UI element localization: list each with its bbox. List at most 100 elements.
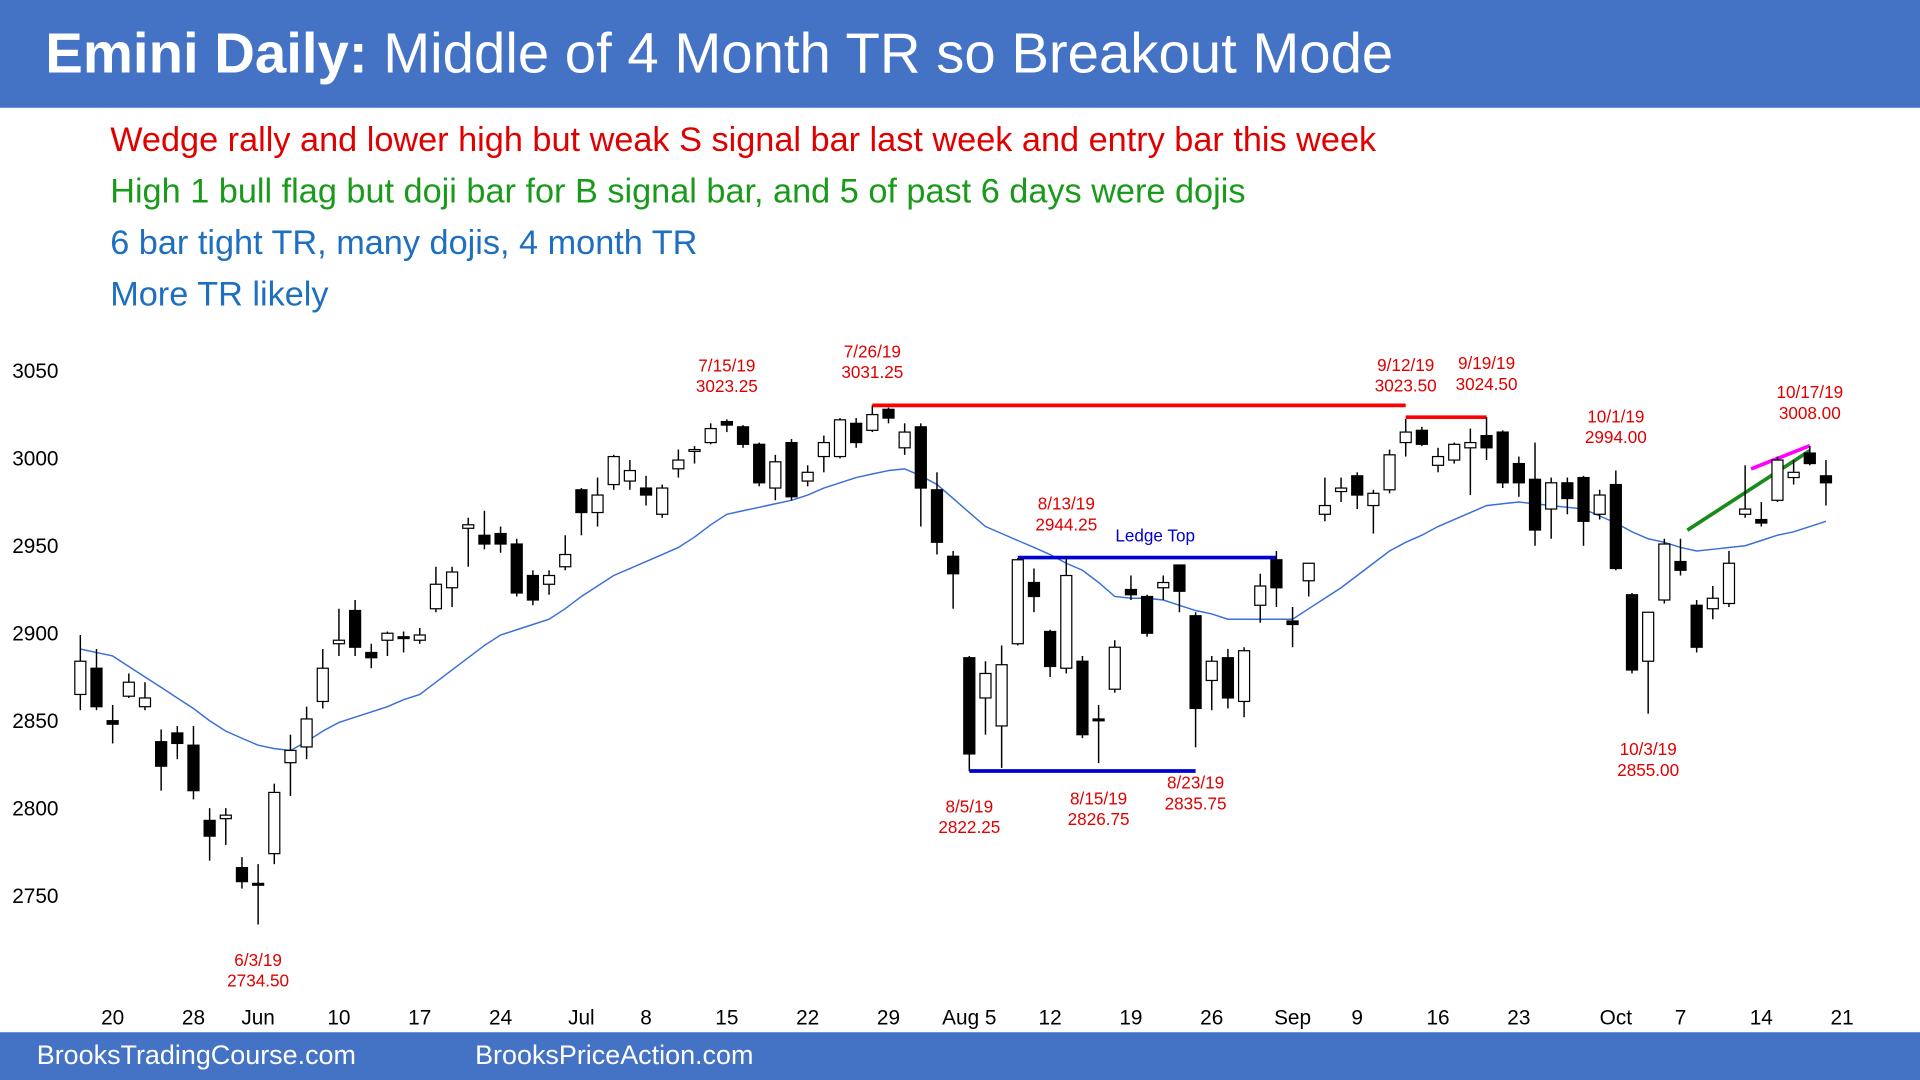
x-tick-label: 19 bbox=[1119, 1006, 1142, 1029]
candle-body bbox=[235, 867, 249, 883]
candle-body bbox=[930, 489, 944, 543]
annotation-date: 8/15/19 bbox=[1070, 788, 1127, 808]
candle-body bbox=[1545, 482, 1558, 510]
header-title: Emini Daily: Middle of 4 Month TR so Bre… bbox=[45, 21, 1393, 84]
candle-body bbox=[995, 664, 1008, 727]
note: More TR likely bbox=[110, 275, 329, 313]
title-rest: Middle of 4 Month TR so Breakout Mode bbox=[383, 21, 1393, 84]
footer-link: BrooksTradingCourse.com bbox=[37, 1040, 356, 1070]
candle-body bbox=[122, 681, 135, 697]
candle-body bbox=[639, 487, 653, 496]
candle-body bbox=[736, 426, 750, 445]
x-tick-label: 20 bbox=[101, 1006, 124, 1029]
candle-body bbox=[526, 574, 540, 601]
note: High 1 bull flag but doji bar for B sign… bbox=[110, 173, 1245, 211]
y-tick-label: 2950 bbox=[12, 535, 58, 558]
note: 6 bar tight TR, many dojis, 4 month TR bbox=[110, 224, 697, 262]
annotation-price: 3023.50 bbox=[1375, 376, 1437, 396]
annotation-date: 8/13/19 bbox=[1038, 493, 1095, 513]
footer-link: BrooksPriceAction.com bbox=[475, 1040, 753, 1070]
candle-body bbox=[1173, 564, 1186, 592]
candle-body bbox=[1431, 455, 1445, 466]
candle-body bbox=[1205, 660, 1218, 682]
annotation-price: 2822.25 bbox=[938, 817, 1000, 837]
y-tick-label: 3000 bbox=[12, 448, 58, 471]
candle-body bbox=[365, 651, 378, 659]
candle-body bbox=[801, 471, 814, 482]
candle-body bbox=[332, 639, 346, 645]
candle-body bbox=[429, 583, 443, 610]
candle-body bbox=[542, 574, 556, 585]
annotation-price: 3008.00 bbox=[1779, 403, 1841, 423]
candle-body bbox=[1221, 657, 1235, 699]
candle-body bbox=[316, 667, 329, 703]
candle-body bbox=[1270, 559, 1283, 589]
annotation-price: 2835.75 bbox=[1165, 793, 1227, 813]
annotation-price: 2944.25 bbox=[1035, 514, 1097, 534]
candle-body bbox=[494, 532, 507, 545]
candle-body bbox=[947, 555, 960, 575]
candle-body bbox=[914, 426, 927, 489]
title-bold: Emini Daily: bbox=[45, 21, 367, 84]
candle-body bbox=[1318, 504, 1332, 515]
candle-body bbox=[575, 489, 588, 514]
trend-line bbox=[1750, 444, 1811, 471]
header-bar bbox=[0, 0, 1920, 108]
annotation-date: 9/12/19 bbox=[1377, 355, 1434, 375]
candle-body bbox=[882, 408, 895, 419]
x-tick-label: 7 bbox=[1675, 1006, 1687, 1029]
candle-body bbox=[171, 732, 184, 745]
candle-body bbox=[704, 427, 717, 444]
candle-body bbox=[462, 524, 475, 529]
candle-body bbox=[1092, 718, 1105, 722]
candle-body bbox=[252, 882, 265, 886]
candle-body bbox=[1302, 562, 1315, 582]
annotation-date: 6/3/19 bbox=[234, 950, 282, 970]
x-tick-label: Oct bbox=[1600, 1006, 1633, 1029]
x-tick-label: 9 bbox=[1351, 1006, 1363, 1029]
candle-body bbox=[1237, 650, 1251, 703]
candle-body bbox=[478, 534, 491, 545]
candle-body bbox=[1577, 476, 1590, 522]
candle-body bbox=[397, 636, 410, 640]
x-tick-label: 24 bbox=[489, 1006, 512, 1029]
candle-body bbox=[1254, 585, 1267, 606]
candle-body bbox=[1674, 560, 1687, 571]
candle-body bbox=[753, 443, 766, 484]
candle-body bbox=[688, 448, 701, 453]
candle-body bbox=[1351, 475, 1364, 496]
x-tick-label: 10 bbox=[327, 1006, 350, 1029]
candle-body bbox=[1755, 518, 1768, 524]
candle-body bbox=[979, 672, 992, 699]
trend-line bbox=[1686, 449, 1811, 532]
note: Wedge rally and lower high but weak S si… bbox=[110, 121, 1377, 159]
annotation-date: 7/26/19 bbox=[844, 341, 901, 361]
annotation-date: 10/17/19 bbox=[1776, 382, 1843, 402]
candle-body bbox=[623, 469, 636, 482]
candle-body bbox=[1157, 581, 1170, 589]
candle-body bbox=[348, 609, 362, 648]
candle-body bbox=[413, 634, 426, 641]
x-tick-label: 8 bbox=[640, 1006, 652, 1029]
candle-body bbox=[1819, 475, 1833, 484]
candle-body bbox=[1011, 559, 1024, 645]
annotation-price: 3023.25 bbox=[696, 376, 758, 396]
annotation-date: 10/3/19 bbox=[1620, 739, 1677, 759]
x-tick-label: 21 bbox=[1831, 1006, 1854, 1029]
candle-body bbox=[90, 667, 103, 708]
candle-body bbox=[268, 791, 281, 855]
y-tick-label: 3050 bbox=[12, 360, 58, 383]
candle-body bbox=[138, 697, 152, 708]
x-tick-label: 28 bbox=[182, 1006, 205, 1029]
candle-body bbox=[1625, 594, 1639, 671]
candle-body bbox=[559, 553, 572, 568]
candle-body bbox=[769, 461, 782, 489]
candle-body bbox=[445, 571, 459, 589]
y-tick-label: 2800 bbox=[12, 797, 58, 820]
x-tick-label: Jul bbox=[568, 1006, 595, 1029]
y-tick-label: 2900 bbox=[12, 622, 58, 645]
y-tick-label: 2750 bbox=[12, 885, 58, 908]
x-tick-label: 23 bbox=[1507, 1006, 1530, 1029]
